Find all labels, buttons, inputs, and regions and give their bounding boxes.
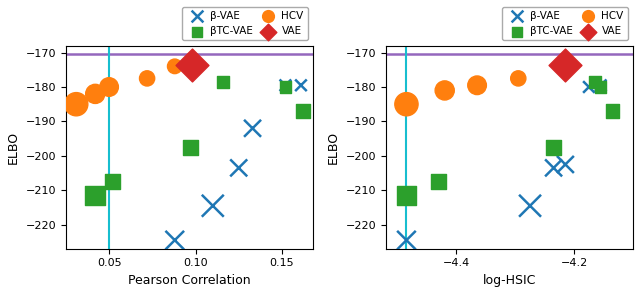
Point [142,76,152,81]
Point [170,64,180,69]
Point [280,83,291,88]
Point [234,166,244,170]
Point [440,88,450,93]
Point [108,179,118,184]
Point [584,85,594,89]
Y-axis label: ELBO: ELBO [327,131,340,164]
Point [560,64,570,69]
Point [589,79,600,84]
Legend: β-VAE, βTC-VAE, HCV, VAE: β-VAE, βTC-VAE, HCV, VAE [182,7,308,41]
Point [560,162,570,167]
Point [207,203,218,208]
Point [187,62,197,67]
Point [472,83,482,88]
Point [548,166,559,170]
Point [280,85,291,89]
Point [525,203,535,208]
Point [401,193,412,198]
Point [104,85,114,89]
Point [218,79,228,84]
Point [401,102,412,106]
Legend: β-VAE, βTC-VAE, HCV, VAE: β-VAE, βTC-VAE, HCV, VAE [502,7,628,41]
Y-axis label: ELBO: ELBO [7,131,20,164]
Point [513,76,524,81]
Point [596,85,606,89]
X-axis label: log-HSIC: log-HSIC [483,274,536,287]
Point [185,145,195,150]
Point [298,109,308,113]
Point [596,83,606,88]
Point [170,238,180,243]
Point [90,91,100,96]
Point [434,179,444,184]
Point [607,109,618,113]
X-axis label: Pearson Correlation: Pearson Correlation [128,274,251,287]
Point [296,83,306,88]
Point [560,62,570,67]
Point [548,145,559,150]
Point [71,102,81,106]
Point [248,126,258,131]
Point [90,193,100,198]
Point [401,238,412,243]
